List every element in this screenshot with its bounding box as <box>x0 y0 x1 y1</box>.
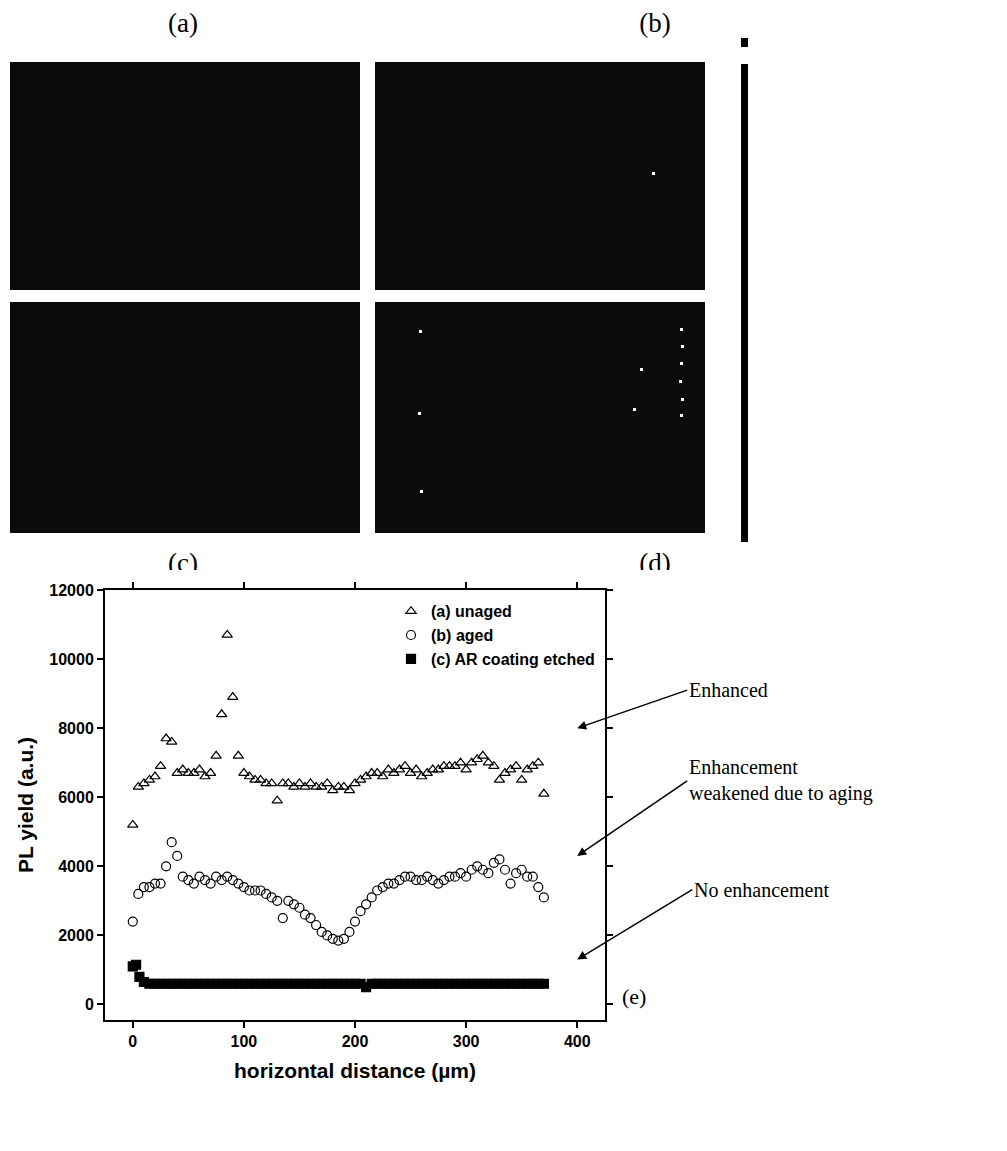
svg-text:(b) aged: (b) aged <box>431 627 493 644</box>
svg-text:0: 0 <box>85 996 94 1013</box>
svg-text:PL yield (a.u.): PL yield (a.u.) <box>14 737 37 873</box>
svg-text:300: 300 <box>453 1033 480 1050</box>
svg-text:2000: 2000 <box>58 927 94 944</box>
svg-text:Enhancementweakened due to agi: Enhancementweakened due to aging <box>689 756 873 805</box>
svg-text:10000: 10000 <box>49 651 94 668</box>
html-text:(c): (c) <box>168 548 198 578</box>
svg-text:6000: 6000 <box>58 789 94 806</box>
svg-text:8000: 8000 <box>58 720 94 737</box>
svg-text:(c) AR coating etched: (c) AR coating etched <box>431 651 595 668</box>
svg-text:Enhanced: Enhanced <box>689 679 768 701</box>
svg-text:horizontal distance (µm): horizontal distance (µm) <box>234 1059 476 1082</box>
svg-text:(a) unaged: (a) unaged <box>431 603 512 620</box>
html-text:(b): (b) <box>639 8 671 38</box>
svg-text:(e): (e) <box>622 984 646 1009</box>
svg-text:12000: 12000 <box>49 582 94 599</box>
svg-text:No enhancement: No enhancement <box>694 879 829 901</box>
html-text:(d): (d) <box>639 548 671 578</box>
svg-text:4000: 4000 <box>58 858 94 875</box>
svg-text:200: 200 <box>342 1033 369 1050</box>
svg-text:100: 100 <box>231 1033 258 1050</box>
svg-text:400: 400 <box>564 1033 591 1050</box>
html-text:(a): (a) <box>168 8 198 38</box>
svg-text:0: 0 <box>128 1033 137 1050</box>
